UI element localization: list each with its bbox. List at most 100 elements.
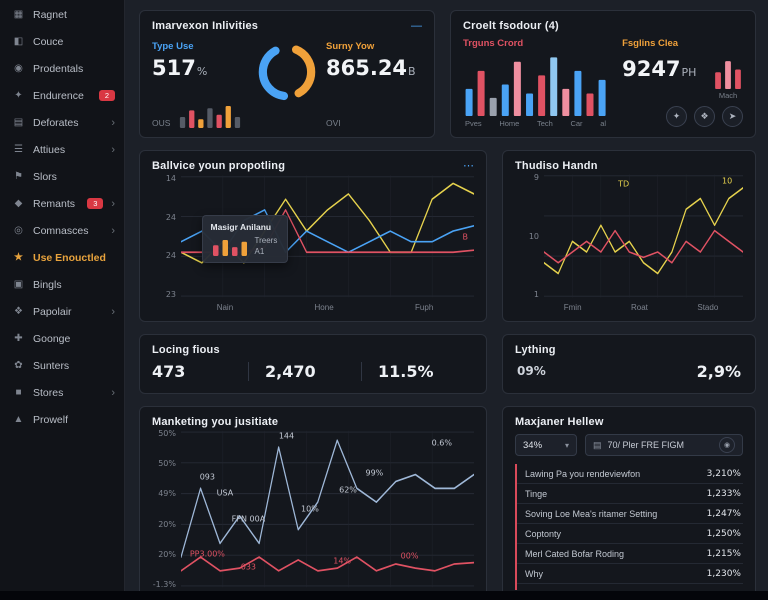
table-row[interactable]: Coptonty 1,250% [517,524,743,544]
tick-label: 50% [158,459,176,469]
stat-label: Trguns Crord [463,38,524,49]
table-row[interactable]: Lawing Pa you rendeviewfon 3,210% [517,464,743,484]
send-icon[interactable]: ➤ [722,106,743,127]
chart-annotation: 0.6% [431,438,452,448]
chart-annotation: 144 [278,431,295,441]
chart-annotation: 99% [365,468,384,478]
activity-stat-primary: Type Use 517% OUS [152,41,248,128]
diamond-icon: ◆ [14,198,23,209]
marketing-chart: 50% 50% 49% 20% 20% -1.3% 093 USA FPN 00A 144 10%… [152,428,474,590]
croelt-value-row: 9247PH Mach [622,59,743,100]
chart-annotation: PP3.00% [189,549,225,559]
tick-label: Roat [630,303,648,312]
stat-sub-row: OVI [326,118,422,128]
chevron-right-icon: › [111,197,115,210]
sidebar-item-couce[interactable]: ◧ Couce [0,28,124,55]
sidebar-item-bingls[interactable]: ▣ Bingls [0,271,124,298]
row-value: 1,250% [706,528,741,539]
sidebar-item-sunters[interactable]: ✿ Sunters [0,352,124,379]
stat-label: Fsglins Clea [622,38,679,49]
sidebar-item-label: Endurence [33,89,84,102]
lything-right-value: 2,9% [696,361,741,381]
card-maxjaner: Maxjaner Hellew 34% ▾ ▤ 70/ Pler FRE FIG… [502,406,756,600]
sidebar-item-slors[interactable]: ⚑ Slors [0,163,124,190]
stat-label: Surny Yow [326,41,375,53]
sidebar-item-remants[interactable]: ◆ Remants 3 › [0,190,124,217]
percent-select[interactable]: 34% ▾ [515,434,577,456]
card-locing-title: Locing fious [152,344,220,356]
lything-left-value: 09% [517,364,546,378]
filter-input[interactable]: ▤ 70/ Pler FRE FIGM ◉ [585,434,743,456]
chart-annotation: 033 [240,562,257,572]
sidebar-item-ragnet[interactable]: ▦ Ragnet [0,1,124,28]
stat-sub: OVI [326,118,341,128]
chart-annotation: FPN 00A [231,514,266,524]
sidebar-item-attiues[interactable]: ☰ Attiues › [0,136,124,163]
sidebar-item-stores[interactable]: ■ Stores › [0,379,124,406]
card-ballvice: Ballvice youn propotling ⋯ 14 24 24 23 Masi… [139,150,487,322]
tick-label: 24 [165,251,176,261]
chevron-right-icon: › [111,305,115,318]
table-row[interactable]: Tinge 1,233% [517,484,743,504]
maxjaner-controls: 34% ▾ ▤ 70/ Pler FRE FIGM ◉ [515,434,743,456]
table-row[interactable]: Soving Loe Mea's ritamer Setting 1,247% [517,504,743,524]
chevron-right-icon: › [111,386,115,399]
stat-value: 9247PH [622,59,696,80]
locing-metrics: 473 2,470 11.5% [152,356,474,384]
card-marketing: Manketing you jusitiate 50% 50% 49% 20% 20% -… [139,406,487,600]
croelt-actions: ✦ ❖ ➤ [622,106,743,128]
table-row[interactable]: Merl Cated Bofar Roding 1,215% [517,544,743,564]
badge-icon[interactable]: ❖ [694,106,715,127]
row-bottom: Manketing you jusitiate 50% 50% 49% 20% 20% -… [139,406,756,600]
card-lything-header: Lything [515,344,743,356]
card-ballvice-title: Ballvice youn propotling [152,160,286,172]
stat-value: 517% [152,58,248,79]
card-activity: Imarvexon Inlivities — Type Use 517% OUS [139,10,435,138]
stat-sub: OUS [152,118,171,128]
card-maxjaner-header: Maxjaner Hellew [515,416,743,428]
card-croelt-header: Croelt fsodour (4) [463,20,743,32]
sidebar-item-goonge[interactable]: ✚ Goonge [0,325,124,352]
thudiso-chart: 9 10 1 TD 10 [515,172,743,300]
tick-label: Car [570,119,583,128]
box-icon: ■ [15,387,22,398]
more-menu-icon[interactable]: ⋯ [463,160,474,172]
flag-icon: ⚑ [14,171,23,182]
sidebar-item-prowelf[interactable]: ▲ Prowelf [0,406,124,433]
sidebar-item-prodentals[interactable]: ◉ Prodentals [0,55,124,82]
chart-annotation: 00% [400,551,419,561]
stat-unit: B [408,65,416,79]
croelt-mini-chart-block: Mach [713,59,743,100]
chart-annotation: TD [618,179,630,189]
sidebar-item-comnasces[interactable]: ◎ Comnasces › [0,217,124,244]
sidebar-item-label: Sunters [33,359,70,372]
stat-number: 517 [152,56,196,81]
shield-icon: ▲ [13,414,24,425]
sidebar-item-label: Stores [33,386,64,399]
chart-annotation: 093 [199,472,215,482]
sidebar-item-label: Attiues [33,143,66,156]
x-axis: Nain Hone Fuph [152,300,474,312]
tooltip-line: Treers [254,236,278,246]
grid-icon: ▦ [13,9,24,20]
sidebar-item-papolair[interactable]: ❖ Papolair › [0,298,124,325]
tick-label: Stado [697,303,719,312]
sidebar-item-deforates[interactable]: ▤ Deforates › [0,109,124,136]
activity-stat-secondary: Surny Yow 865.24B OVI [326,41,422,128]
shield-icon[interactable]: ✦ [666,106,687,127]
filter-text: 70/ Pler FRE FIGM [607,440,685,450]
sidebar-item-label: Deforates [33,116,79,129]
sidebar: ▦ Ragnet ◧ Couce ◉ Prodentals ✦ Endurence 2 ▤ Defo… [0,0,125,600]
sidebar-item-endurence[interactable]: ✦ Endurence 2 [0,82,124,109]
tick-label: Fuph [415,303,434,312]
chart-annotation: USA [216,488,234,498]
y-axis: 9 10 1 [515,172,544,300]
sidebar-item-use-enouctled[interactable]: ★ Use Enouctled [0,244,124,271]
table-row[interactable]: Why 1,230% [517,564,743,584]
tooltip-line: A1 [254,247,265,257]
collapse-icon[interactable]: — [411,20,422,32]
stat-unit: PH [681,66,697,79]
tick-label: Pves [465,119,482,128]
tick-label: 23 [165,289,176,299]
